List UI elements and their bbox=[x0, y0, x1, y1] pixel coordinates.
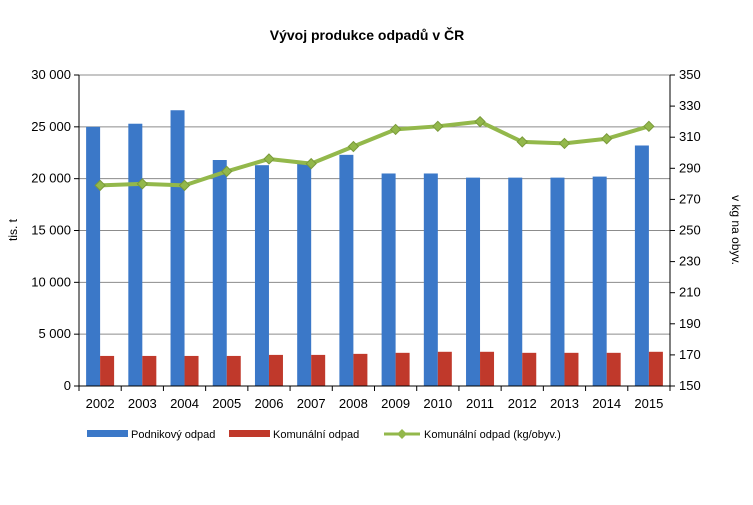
y-right-tick-label: 170 bbox=[679, 347, 701, 362]
bar-podnikovy bbox=[423, 173, 438, 386]
line-komunalni-kg bbox=[100, 119, 650, 188]
y-right-tick-label: 230 bbox=[679, 254, 701, 269]
x-tick-label: 2005 bbox=[212, 396, 241, 411]
legend-swatch-podnikovy bbox=[87, 430, 128, 437]
bar-podnikovy bbox=[508, 177, 523, 386]
bar-komunalni bbox=[522, 352, 537, 386]
bar-komunalni bbox=[268, 354, 283, 386]
y-right-tick-label: 350 bbox=[679, 67, 701, 82]
grid bbox=[79, 74, 670, 335]
bar-podnikovy bbox=[254, 165, 269, 386]
bar-komunalni bbox=[648, 351, 663, 386]
axes bbox=[74, 74, 675, 391]
bar-komunalni bbox=[184, 355, 199, 386]
y-axis-right-label: v kg na obyv. bbox=[729, 195, 743, 265]
x-tick-label: 2012 bbox=[508, 396, 537, 411]
y-left-tick-label: 25 000 bbox=[31, 119, 71, 134]
y-left-tick-label: 5 000 bbox=[38, 326, 71, 341]
y-right-tick-label: 330 bbox=[679, 98, 701, 113]
y-left-tick-label: 10 000 bbox=[31, 274, 71, 289]
line-series bbox=[94, 115, 655, 192]
y-left-tick-label: 15 000 bbox=[31, 223, 71, 238]
y-right-tick-label: 290 bbox=[679, 160, 701, 175]
bar-komunalni bbox=[437, 351, 452, 386]
x-tick-label: 2008 bbox=[339, 396, 368, 411]
x-tick-label: 2015 bbox=[634, 396, 663, 411]
y-axis-right-ticks: 150 170 190 210 230 250 270 290 310 330 350 bbox=[679, 67, 701, 393]
x-axis-ticks: 2002 2003 2004 2005 2006 2007 2008 2009 2010 2011… bbox=[86, 396, 664, 411]
line-point bbox=[389, 123, 402, 136]
y-right-tick-label: 150 bbox=[679, 378, 701, 393]
bar-podnikovy bbox=[550, 177, 565, 386]
line-point bbox=[94, 179, 106, 192]
y-left-tick-label: 30 000 bbox=[31, 67, 71, 82]
bar-komunalni bbox=[353, 353, 368, 386]
line-point bbox=[263, 153, 275, 165]
bar-komunalni bbox=[564, 352, 579, 386]
line-point bbox=[136, 178, 149, 190]
y-right-tick-label: 190 bbox=[679, 316, 701, 331]
y-axis-left-ticks: 0 5 000 10 000 15 000 20 000 25 000 30 000 bbox=[31, 67, 71, 393]
line-point bbox=[305, 157, 317, 170]
bar-podnikovy bbox=[170, 110, 185, 386]
legend-marker-komunalni-kg bbox=[397, 429, 407, 439]
bar-podnikovy bbox=[592, 176, 607, 386]
bar-komunalni bbox=[226, 355, 241, 386]
line-point bbox=[516, 136, 528, 148]
bar-komunalni bbox=[142, 355, 157, 386]
chart-title: Vývoj produkce odpadů v ČR bbox=[270, 26, 464, 43]
y-right-tick-label: 250 bbox=[679, 223, 701, 238]
x-tick-label: 2014 bbox=[592, 396, 621, 411]
y-right-tick-label: 210 bbox=[679, 285, 701, 300]
legend-label-komunalni-kg: Komunální odpad (kg/obyv.) bbox=[424, 429, 561, 441]
bar-podnikovy bbox=[212, 160, 227, 386]
bar-podnikovy bbox=[339, 154, 354, 386]
y-left-tick-label: 20 000 bbox=[31, 171, 71, 186]
x-tick-label: 2007 bbox=[297, 396, 326, 411]
bar-podnikovy bbox=[297, 163, 312, 386]
bar-podnikovy bbox=[634, 145, 649, 386]
y-right-tick-label: 310 bbox=[679, 129, 701, 144]
legend-label-podnikovy: Podnikový odpad bbox=[131, 429, 215, 441]
x-tick-label: 2006 bbox=[255, 396, 284, 411]
x-tick-label: 2009 bbox=[381, 396, 410, 411]
line-point bbox=[221, 165, 233, 178]
legend: Podnikový odpad Komunální odpad Komunální … bbox=[87, 429, 561, 441]
line-point bbox=[474, 115, 486, 128]
line-point bbox=[600, 133, 613, 145]
y-right-tick-label: 270 bbox=[679, 191, 701, 206]
line-point bbox=[347, 140, 360, 153]
line-point bbox=[178, 179, 191, 192]
y-axis-left-label: tis. t bbox=[6, 218, 20, 241]
x-tick-label: 2010 bbox=[423, 396, 452, 411]
x-tick-label: 2002 bbox=[86, 396, 115, 411]
bar-komunalni bbox=[480, 351, 495, 386]
line-point bbox=[558, 137, 571, 150]
line-point bbox=[643, 120, 655, 133]
legend-label-komunalni: Komunální odpad bbox=[273, 429, 359, 441]
x-tick-label: 2003 bbox=[128, 396, 157, 411]
bar-komunalni bbox=[100, 355, 115, 386]
bar-komunalni bbox=[606, 352, 621, 386]
bar-podnikovy bbox=[466, 177, 481, 386]
bar-komunalni bbox=[311, 354, 326, 386]
bar-komunalni bbox=[395, 352, 410, 386]
y-left-tick-label: 0 bbox=[64, 378, 71, 393]
x-tick-label: 2013 bbox=[550, 396, 579, 411]
bar-podnikovy bbox=[381, 173, 396, 386]
legend-swatch-komunalni bbox=[229, 430, 270, 437]
bars bbox=[86, 110, 663, 387]
bar-podnikovy bbox=[128, 123, 143, 387]
x-tick-label: 2004 bbox=[170, 396, 199, 411]
x-tick-label: 2011 bbox=[466, 396, 494, 411]
bar-podnikovy bbox=[86, 126, 101, 386]
line-point bbox=[432, 120, 444, 133]
